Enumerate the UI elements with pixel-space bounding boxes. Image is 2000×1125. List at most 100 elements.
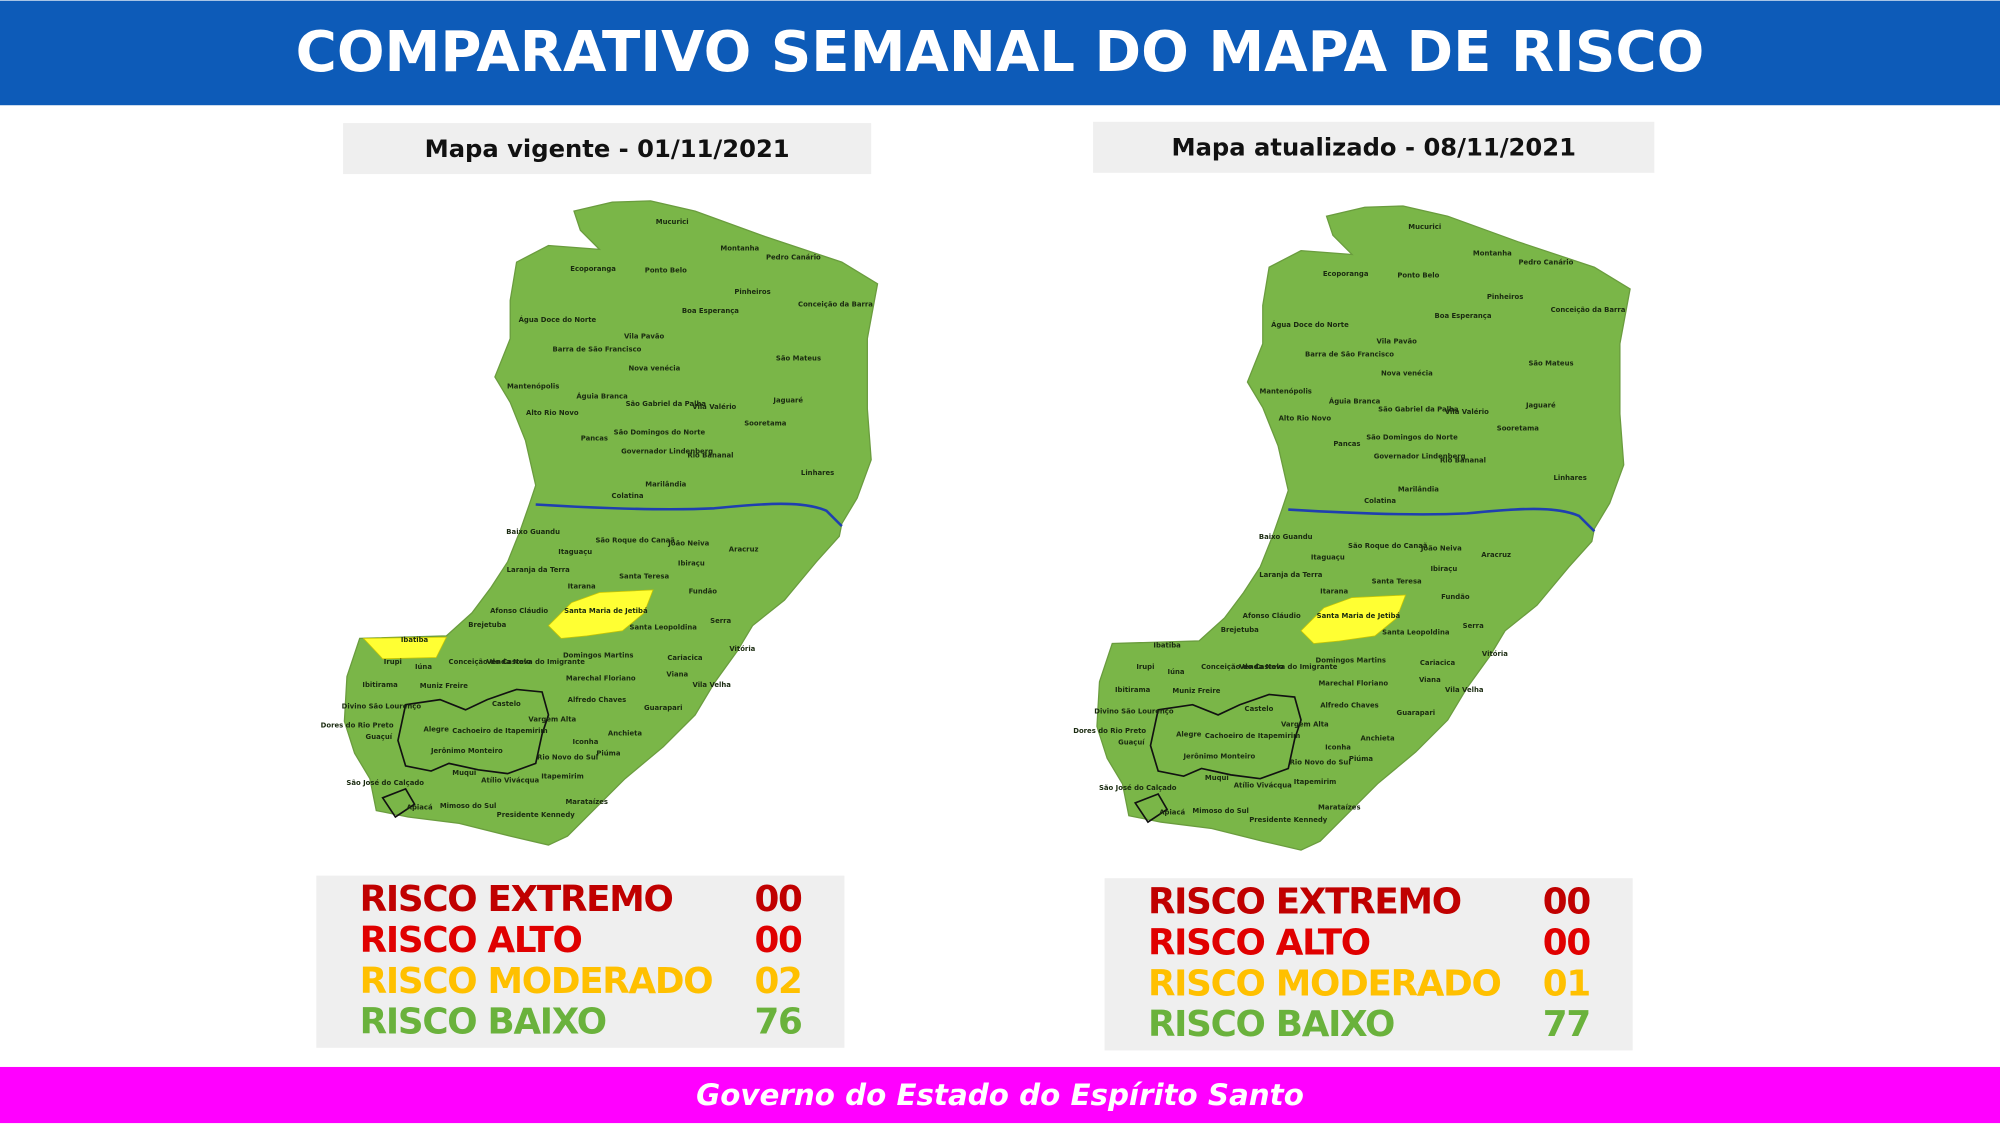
municipality-label: Guaçuí [366,733,393,741]
municipality-label: Divino São Lourenço [1094,708,1174,716]
municipality-label: Vila Pavão [1377,338,1418,346]
municipality-label: Rio Novo do Sul [537,754,598,762]
municipality-label: Fundão [689,588,718,596]
map-caption: Mapa atualizado - 08/11/2021 [1171,134,1576,162]
municipality-label: Conceição do Castelo [449,658,532,666]
municipality-label: Castelo [492,700,521,708]
municipality-label: Dores do Rio Preto [321,722,394,730]
municipality-label: Piúma [596,750,620,758]
municipality-label: Aracruz [729,546,759,554]
municipality-label: Ibitirama [362,681,398,689]
municipality-label: Santa Teresa [1372,578,1422,586]
municipality-label: Sooretama [744,419,787,427]
municipality-label: Vitória [1482,650,1508,658]
municipality-label: Muniz Freire [420,682,468,690]
municipality-label: Alto Rio Novo [1279,414,1332,422]
municipality-label: São Roque do Canaã [1348,542,1428,550]
municipality-label: Itarana [568,583,596,591]
municipality-label: Itapemirim [1294,778,1337,786]
border-outline [1133,693,1302,824]
municipality-label: Mantenópolis [507,382,559,390]
municipality-label: Vila Velha [693,681,732,689]
municipality-label: Cariacica [667,654,703,662]
municipality-label: Barra de São Francisco [552,345,641,353]
legend-box [1104,878,1633,1051]
state-shape [343,200,879,846]
municipality-label: Irupi [1136,663,1154,671]
risk-count: 01 [1543,963,1590,1004]
risk-count: 76 [754,1002,801,1043]
municipality-label: Santa Maria de Jetibá [1317,612,1401,620]
river [1288,507,1596,533]
municipality-label: Mucurici [1408,223,1441,231]
municipality-label: Governador Lindenberg [621,447,713,455]
municipality-label: Santa Maria de Jetibá [564,607,648,615]
caption-box [343,123,872,175]
map-caption: Mapa vigente - 01/11/2021 [425,135,790,163]
municipality-label: Viana [666,671,688,679]
municipality-label: Vila Valério [692,403,736,411]
municipality-label: Alegre [1176,731,1202,739]
municipality-label: Apiacá [1159,808,1185,816]
municipality-label: Pancas [1333,440,1360,448]
risk-count: 02 [754,961,801,1002]
municipality-label: Conceição da Barra [1551,306,1626,314]
municipality-label: Ponto Belo [645,266,687,274]
municipality-label: Marilândia [645,481,686,489]
municipality-label: Sooretama [1497,424,1540,432]
municipality-label: São José do Calçado [346,779,424,787]
municipality-label: Santa Teresa [619,572,669,580]
municipality-label: Conceição do Castelo [1201,663,1284,671]
municipality-label: Montanha [720,245,759,253]
municipality-label: Vila Valério [1445,408,1489,416]
caption-box [1093,121,1655,173]
municipality-label: Brejetuba [468,621,506,629]
municipality-label: Venda Nova do Imigrante [487,658,586,666]
legend-box [316,875,845,1048]
municipality-label: Pinheiros [734,288,770,296]
municipality-label: São Mateus [776,354,821,362]
municipality-label: Laranja da Terra [1259,571,1323,579]
municipality-label: Mimoso do Sul [1192,807,1249,815]
municipality-label: Nova venécia [628,365,680,373]
municipality-label: Jaguaré [1525,402,1556,410]
municipality-label: Pedro Canário [766,254,821,262]
municipality-label: Vargem Alta [1281,720,1329,728]
municipality-label: Alfredo Chaves [1320,701,1379,709]
municipality-label: Ibatiba [401,636,429,644]
municipality-label: Cachoeiro de Itapemirim [1205,732,1300,740]
river [535,502,843,528]
municipality-label: Cachoeiro de Itapemirim [452,727,547,735]
municipality-label: Serra [1463,622,1484,630]
municipality-label: Anchieta [608,729,642,737]
municipality-label: Ibatiba [1153,641,1181,649]
municipality-label: Baixo Guandu [1259,533,1313,541]
risk-label: RISCO BAIXO [1148,1004,1394,1045]
municipality-label: Ibiraçu [1430,565,1457,573]
municipality-label: Piúma [1349,755,1373,763]
municipality-label: Montanha [1473,250,1512,258]
risk-label: RISCO EXTREMO [1148,882,1461,923]
municipality-label: Vila Pavão [624,333,665,341]
risk-count: 77 [1543,1004,1590,1045]
state-shape [1096,205,1631,851]
municipality-label: Pedro Canário [1519,259,1574,267]
municipality-label: Afonso Cláudio [1243,612,1301,620]
municipality-label: Atílio Vivácqua [481,777,539,785]
municipality-label: Ibiraçu [678,560,705,568]
municipality-label: Governador Lindenberg [1374,453,1466,461]
municipality-label: Afonso Cláudio [490,607,548,615]
state-map: Mucurici Montanha Pedro Canário Ecoporanga P… [1073,205,1631,851]
municipality-label: Boa Esperança [682,307,739,315]
municipality-label: Jerônimo Monteiro [430,747,503,755]
municipality-label: Santa Leopoldina [630,623,698,631]
municipality-label: Jerônimo Monteiro [1183,752,1256,760]
municipality-label: Pinheiros [1487,293,1523,301]
risk-label: RISCO ALTO [360,920,582,961]
municipality-label: São Domingos do Norte [614,428,706,436]
risk-label: RISCO ALTO [1148,923,1370,964]
municipality-label: Linhares [801,469,834,477]
risk-count: 00 [1543,923,1591,964]
municipality-label: Alegre [424,726,450,734]
